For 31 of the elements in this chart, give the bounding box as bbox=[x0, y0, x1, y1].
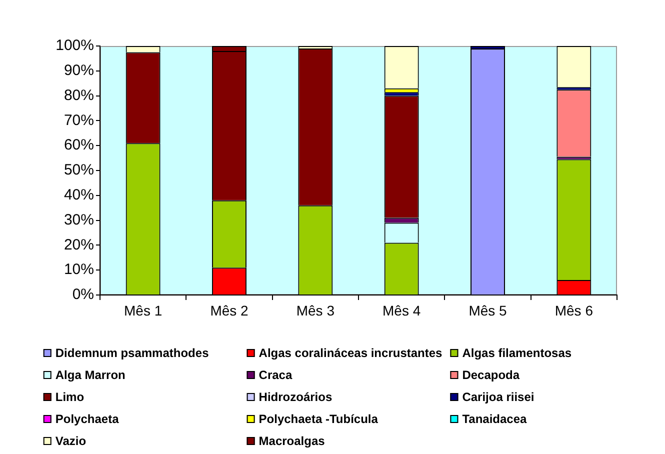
legend-label: Macroalgas bbox=[258, 434, 326, 448]
legend-label: Algas filamentosas bbox=[462, 346, 572, 360]
y-tick-label: 0% bbox=[72, 286, 94, 304]
x-tick-label: Mês 5 bbox=[468, 302, 508, 318]
legend-label: Limo bbox=[55, 390, 84, 404]
y-tick-label: 70% bbox=[64, 112, 94, 129]
y-tick-label: 40% bbox=[64, 186, 94, 204]
x-tick-label: Mês 6 bbox=[554, 302, 594, 318]
legend-label: Vazio bbox=[55, 434, 86, 448]
y-tick-label: 20% bbox=[64, 236, 94, 254]
legend-label: Hidrozoários bbox=[258, 390, 332, 404]
legend-label: Polychaeta -Tubícula bbox=[258, 412, 378, 426]
legend-label: Decapoda bbox=[462, 368, 520, 382]
y-tick-label: 50% bbox=[64, 162, 94, 179]
x-tick-label: Mês 1 bbox=[124, 302, 162, 318]
y-tick-label: 100% bbox=[56, 37, 94, 54]
y-tick-label: 90% bbox=[64, 62, 94, 80]
legend-label: Didemnum psammathodes bbox=[55, 346, 210, 360]
y-tick-label: 10% bbox=[64, 261, 94, 278]
x-tick-label: Mês 2 bbox=[210, 302, 249, 318]
y-tick-label: 60% bbox=[64, 136, 94, 154]
legend-label: Carijoa riisei bbox=[462, 390, 534, 404]
legend-label: Algas coralináceas incrustantes bbox=[258, 346, 443, 360]
x-tick-label: Mês 3 bbox=[296, 302, 335, 318]
legend-label: Tanaidacea bbox=[462, 412, 528, 426]
legend-label: Craca bbox=[258, 368, 292, 382]
legend-label: Alga Marron bbox=[55, 368, 126, 382]
legend-label: Polychaeta bbox=[55, 412, 120, 426]
y-tick-label: 30% bbox=[64, 211, 94, 228]
x-tick-label: Mês 4 bbox=[382, 302, 421, 318]
y-tick-label: 80% bbox=[64, 86, 94, 104]
